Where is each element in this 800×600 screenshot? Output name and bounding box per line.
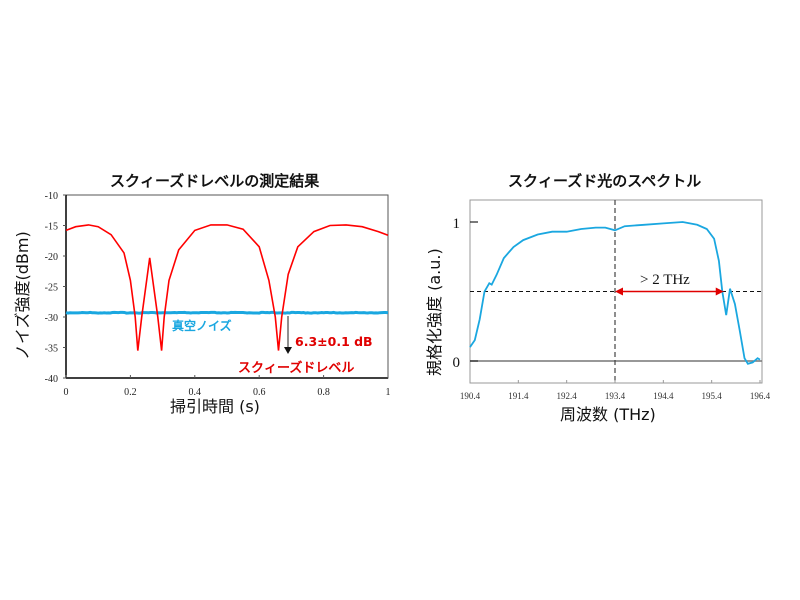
left-y-ticks: -10 -15 -20 -25 -30 -35 -40	[45, 191, 66, 385]
svg-text:0.2: 0.2	[124, 387, 137, 398]
svg-text:-25: -25	[45, 283, 58, 294]
bandwidth-label: > 2 THz	[640, 272, 690, 288]
left-y-axis-label: ノイズ強度(dBm)	[13, 231, 32, 360]
svg-text:0.4: 0.4	[189, 387, 202, 398]
left-chart: -10 -15 -20 -25 -30 -35 -40 0 0.2 0.4 0.6 0.8 1 真空ノ…	[13, 191, 391, 416]
vacuum-noise-label: 真空ノイズ	[172, 318, 232, 333]
left-plot-frame	[65, 194, 389, 379]
svg-text:0.6: 0.6	[253, 387, 266, 398]
arrow-left-icon	[615, 287, 623, 296]
bandwidth-arrow	[615, 287, 724, 296]
svg-text:-20: -20	[45, 252, 58, 263]
squeeze-value-label: 6.3±0.1 dB	[295, 334, 373, 349]
svg-text:0: 0	[453, 355, 461, 371]
svg-text:195.4: 195.4	[702, 391, 723, 401]
svg-text:1: 1	[453, 216, 461, 232]
left-x-axis-label: 掃引時間 (s)	[170, 397, 260, 416]
svg-text:192.4: 192.4	[557, 391, 578, 401]
svg-text:-40: -40	[45, 374, 58, 385]
svg-text:0: 0	[64, 387, 69, 398]
svg-text:-10: -10	[45, 191, 58, 202]
arrow-head-icon	[284, 347, 292, 354]
left-x-ticks: 0 0.2 0.4 0.6 0.8 1	[64, 375, 391, 398]
svg-text:191.4: 191.4	[508, 391, 529, 401]
spectrum-line	[469, 221, 761, 365]
svg-text:194.4: 194.4	[653, 391, 674, 401]
svg-text:196.4: 196.4	[750, 391, 771, 401]
right-chart: 01 190.4 191.4 192.4 193.4 194.4 195.4 196.4 >…	[425, 199, 771, 424]
right-y-axis-label: 規格化強度 (a.u.)	[425, 248, 444, 376]
vacuum-noise-line	[65, 310, 389, 315]
right-x-ticks: 190.4 191.4 192.4 193.4 194.4 195.4 196.4	[460, 380, 771, 401]
right-y-ticks: 01	[453, 216, 478, 371]
svg-text:190.4: 190.4	[460, 391, 481, 401]
svg-text:1: 1	[386, 387, 391, 398]
svg-text:193.4: 193.4	[605, 391, 626, 401]
squeezed-level-line	[65, 224, 389, 351]
svg-text:0.8: 0.8	[317, 387, 330, 398]
squeezed-level-label: スクィーズドレベル	[238, 360, 354, 376]
svg-text:-30: -30	[45, 313, 58, 324]
svg-text:-35: -35	[45, 344, 58, 355]
arrow-right-icon	[715, 287, 724, 296]
left-chart-title: スクィーズドレベルの測定結果	[110, 172, 320, 190]
right-chart-title: スクィーズド光のスペクトル	[508, 172, 702, 190]
svg-text:-15: -15	[45, 222, 58, 233]
right-x-axis-label: 周波数 (THz)	[560, 405, 656, 424]
